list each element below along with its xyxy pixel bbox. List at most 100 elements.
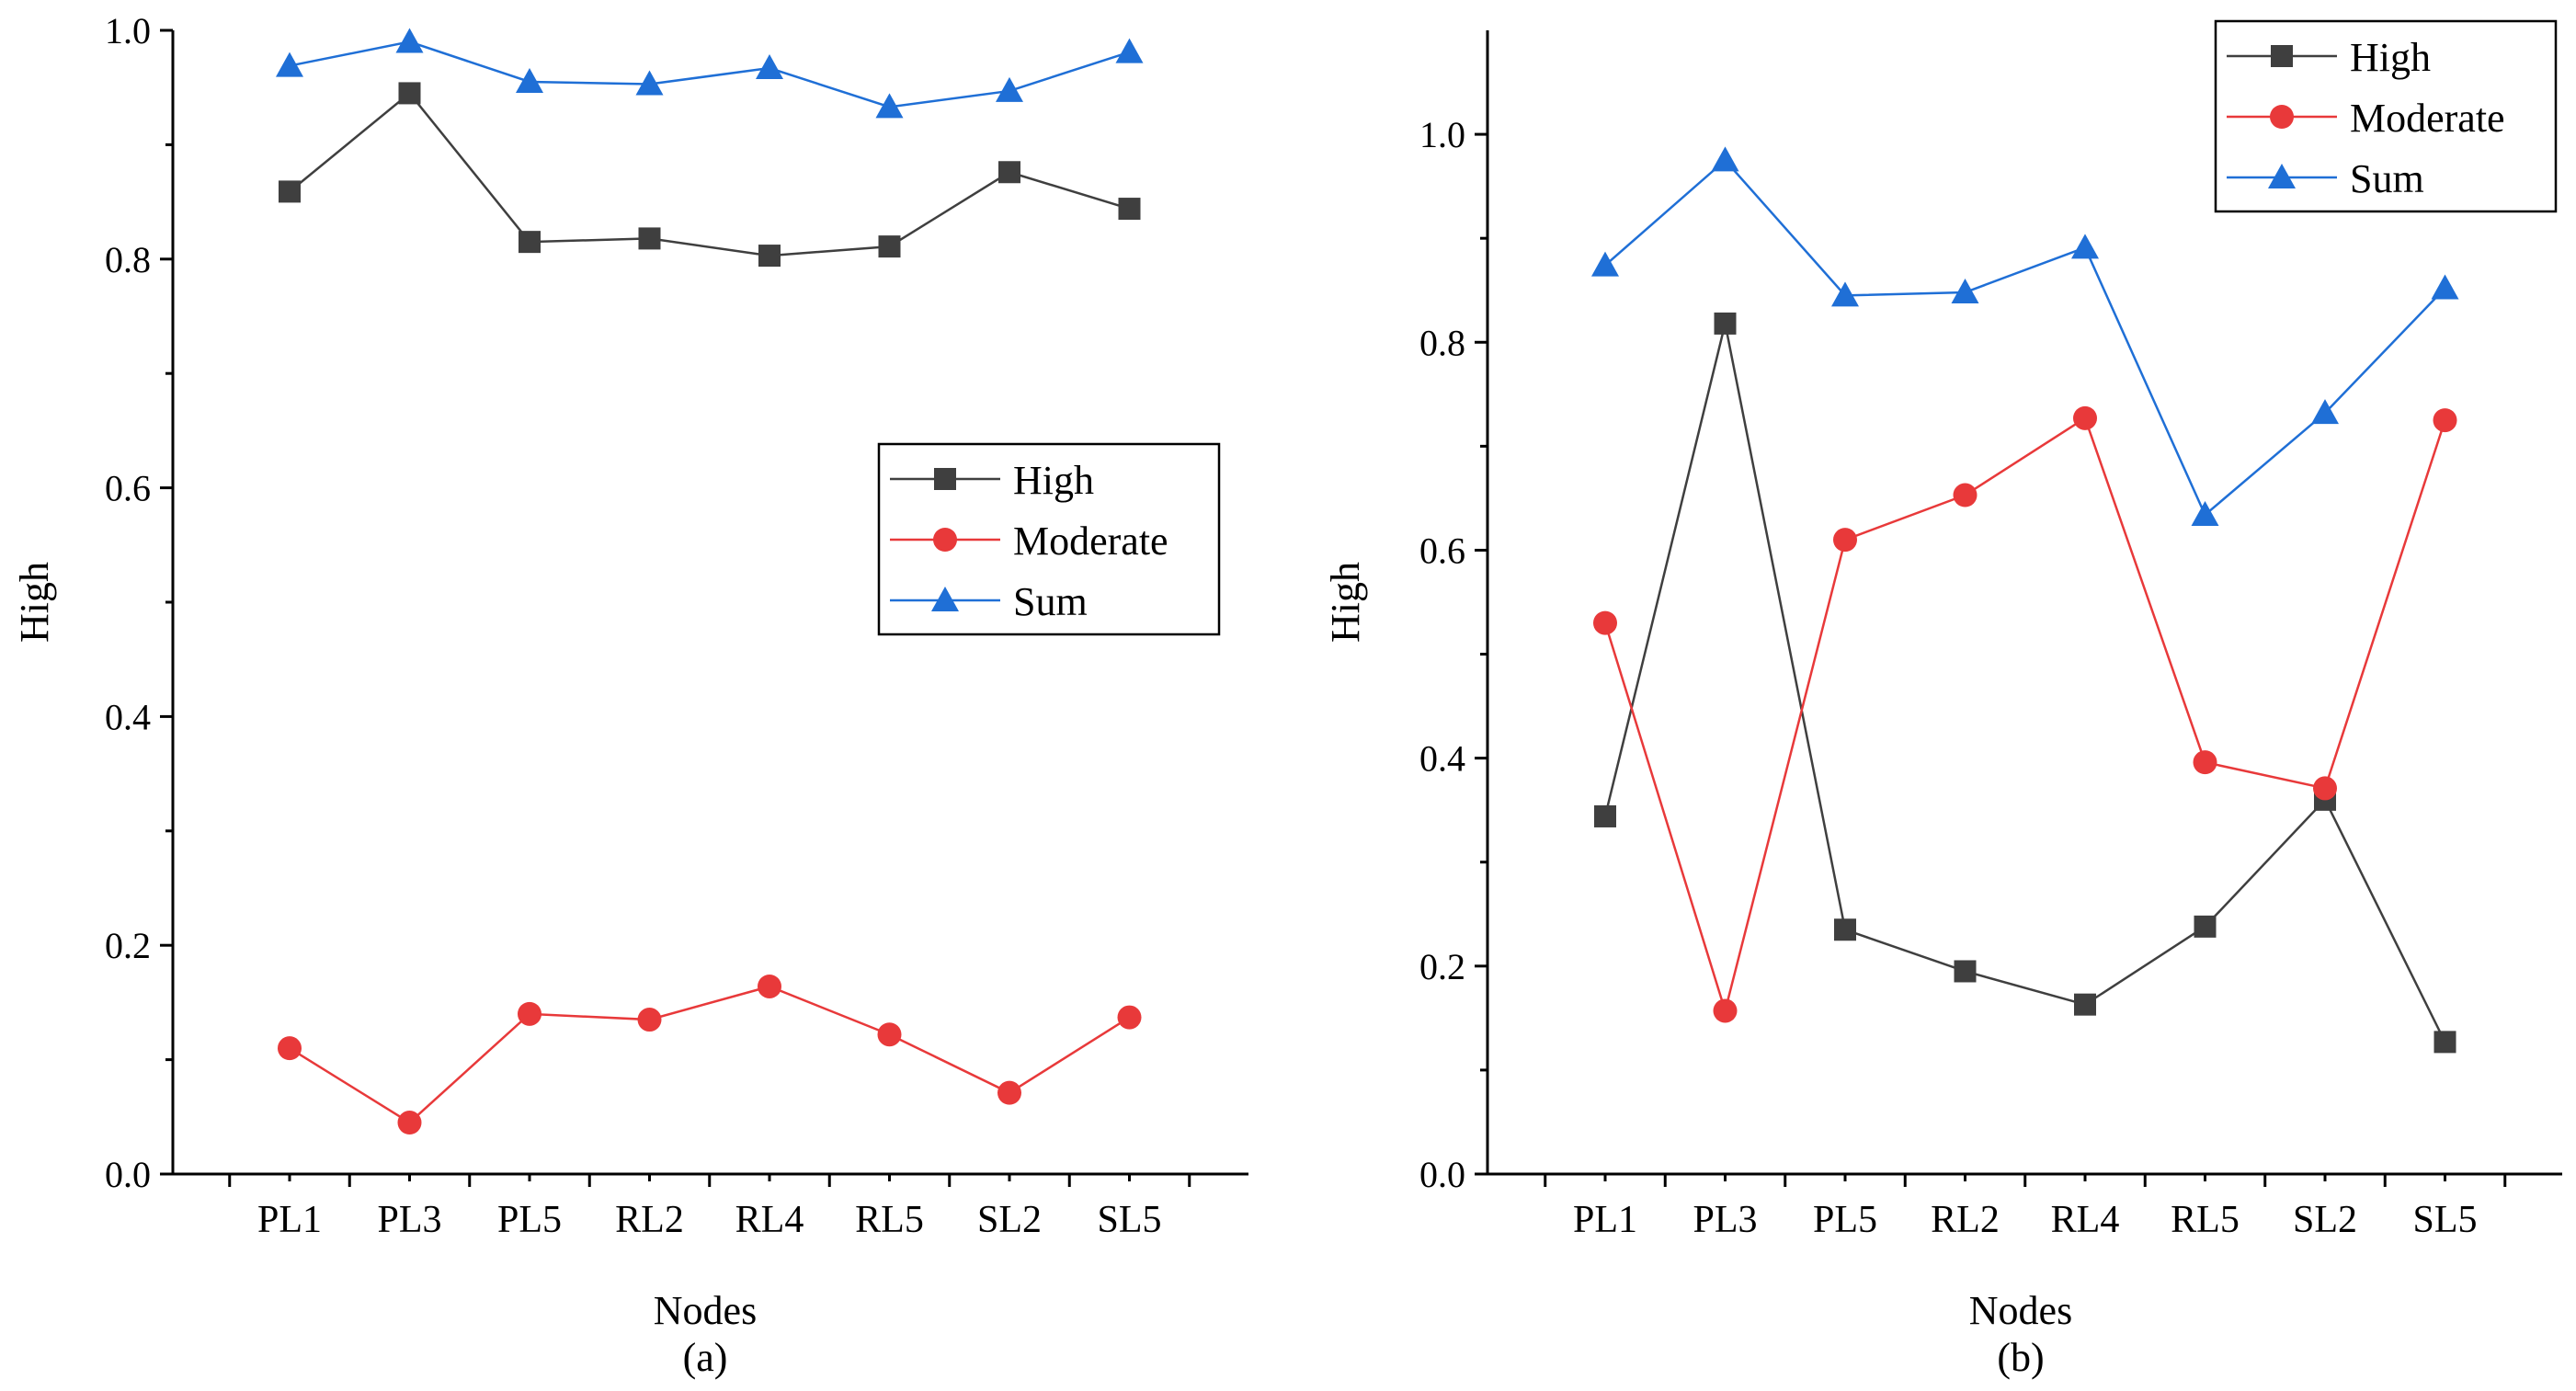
legend-label: Sum (2350, 156, 2424, 201)
data-point (997, 1080, 1021, 1105)
data-point (276, 51, 303, 77)
data-point (758, 974, 781, 998)
y-axis-label: High (1323, 562, 1368, 643)
legend-label: High (1013, 458, 1094, 503)
y-tick-label: 0.4 (105, 696, 151, 737)
data-point (518, 1001, 541, 1026)
series-sum (276, 28, 1144, 119)
x-tick-label: PL1 (257, 1199, 322, 1241)
y-axis-label: High (12, 562, 57, 643)
data-point (2191, 501, 2219, 527)
data-point (2433, 408, 2457, 433)
y-tick-label: 1.0 (105, 10, 151, 51)
y-tick-label: 0.4 (1419, 738, 1465, 780)
data-point (998, 161, 1020, 184)
series-line (1604, 158, 2446, 518)
x-tick-label: RL4 (735, 1199, 804, 1241)
chart-panel-b: Nodes (b) High 0.0 0.2 0.4 0.6 0.8 1.0 PL1 PL3 P… (1323, 19, 2562, 1380)
data-point (1118, 198, 1141, 221)
series-sum (1591, 146, 2459, 527)
data-point (1954, 960, 1977, 983)
legend: High Moderate Sum (2214, 19, 2558, 213)
panel-label: (b) (1997, 1335, 2044, 1380)
series-line (289, 91, 1130, 257)
legend-label: Sum (1013, 579, 1088, 624)
y-tick-label: 0.6 (1419, 530, 1465, 571)
x-axis-label: Nodes (1969, 1288, 2072, 1333)
series-moderate (1593, 405, 2457, 1023)
data-point (397, 1111, 422, 1135)
data-point (1951, 278, 1979, 303)
x-tick-label: PL5 (497, 1199, 562, 1241)
data-point (278, 1036, 302, 1061)
data-point (279, 180, 301, 203)
x-tick-label: RL4 (2051, 1199, 2120, 1241)
legend-marker (2268, 164, 2296, 188)
legend-marker (2270, 105, 2294, 129)
data-point (1593, 610, 1617, 635)
data-point (1834, 918, 1856, 941)
x-tick-label: PL5 (1813, 1199, 1877, 1241)
x-tick-label: SL5 (2412, 1199, 2477, 1241)
data-point (1713, 998, 1738, 1023)
data-point (758, 245, 781, 268)
y-tick-label: 0.2 (1419, 946, 1465, 987)
series-line (1603, 416, 2446, 1016)
data-point (996, 76, 1023, 102)
x-tick-label: SL2 (977, 1199, 1042, 1241)
data-point (756, 54, 783, 80)
data-point (2071, 234, 2099, 259)
y-tick-label: 0.6 (105, 468, 151, 509)
legend-label: Moderate (2350, 96, 2505, 141)
x-tick-label: SL5 (1097, 1199, 1161, 1241)
x-tick-label: RL2 (615, 1199, 684, 1241)
chart-panel-a: Nodes (a) High 0.0 0.2 0.4 0.6 0.8 1.0 PL1 PL3 P… (12, 10, 1248, 1380)
data-point (1591, 251, 1619, 277)
data-point (2194, 915, 2217, 938)
data-point (2311, 399, 2339, 425)
series-moderate (278, 974, 1142, 1135)
x-axis-label: Nodes (654, 1288, 757, 1333)
legend-item-high: High (2227, 35, 2431, 80)
data-point (1714, 312, 1737, 335)
data-point (1711, 146, 1739, 172)
data-point (1594, 804, 1616, 827)
y-tick-label: 0.0 (1419, 1154, 1465, 1195)
data-point (1117, 1005, 1142, 1030)
data-point (2431, 274, 2459, 300)
legend: High Moderate Sum (877, 442, 1221, 636)
data-point (635, 70, 664, 96)
legend-marker (934, 468, 956, 490)
legend-item-high: High (890, 458, 1094, 503)
data-point (638, 227, 661, 250)
x-tick-label: PL1 (1573, 1199, 1637, 1241)
panel-label: (a) (683, 1335, 728, 1380)
series-line (289, 40, 1130, 108)
series-high (279, 82, 1141, 268)
legend-item-sum: Sum (2227, 156, 2424, 201)
data-point (2193, 750, 2217, 775)
data-point (2313, 776, 2337, 801)
x-tick-label: RL5 (2171, 1199, 2240, 1241)
data-point (519, 231, 541, 254)
data-point (516, 67, 543, 93)
data-point (877, 1022, 902, 1047)
data-point (2434, 1031, 2456, 1054)
data-point (1953, 483, 1978, 507)
y-tick-label: 1.0 (1419, 114, 1465, 155)
data-point (1115, 38, 1144, 63)
x-tick-label: PL3 (1693, 1199, 1757, 1241)
series-line (289, 985, 1131, 1124)
x-tick-label: RL2 (1931, 1199, 2000, 1241)
data-point (637, 1008, 662, 1032)
series-line (1603, 323, 2446, 1043)
x-tick-label: SL2 (2293, 1199, 2357, 1241)
data-point (875, 93, 904, 119)
legend-item-moderate: Moderate (890, 519, 1168, 564)
y-tick-label: 0.8 (105, 239, 151, 280)
series-high (1594, 312, 2456, 1054)
legend-marker (933, 528, 957, 552)
data-point (2073, 405, 2097, 430)
x-tick-label: RL5 (855, 1199, 924, 1241)
x-tick-label: PL3 (377, 1199, 441, 1241)
